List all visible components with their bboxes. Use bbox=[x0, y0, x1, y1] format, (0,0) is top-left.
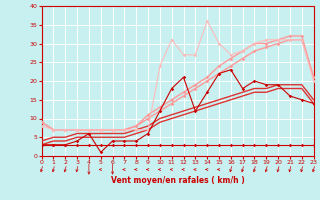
X-axis label: Vent moyen/en rafales ( km/h ): Vent moyen/en rafales ( km/h ) bbox=[111, 176, 244, 185]
